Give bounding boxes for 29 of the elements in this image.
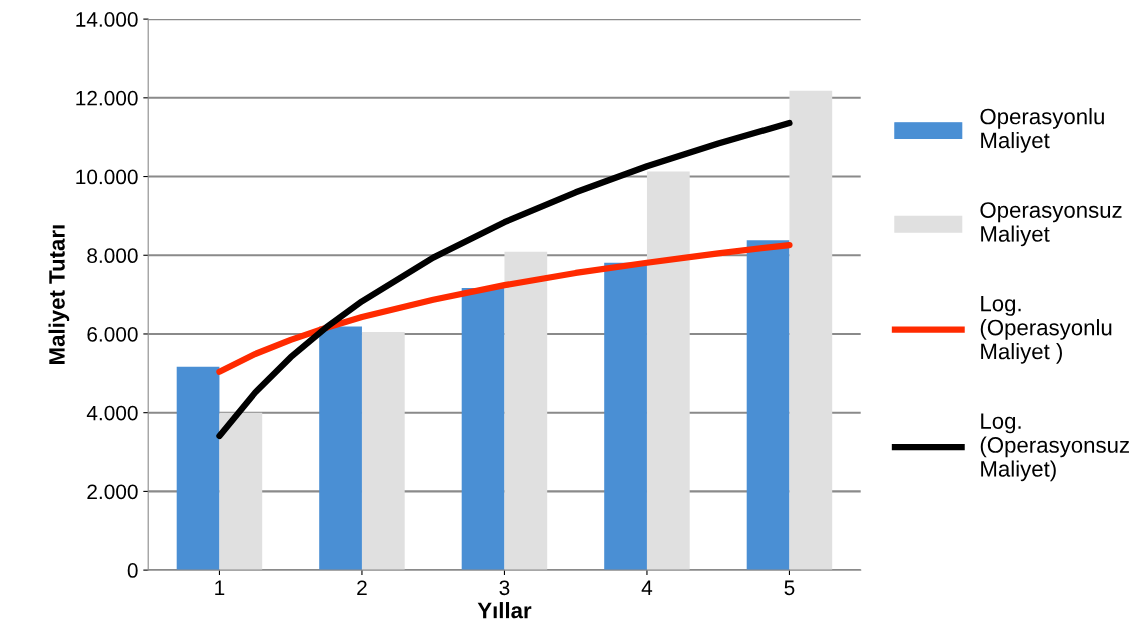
legend-label: Log. (Operasyonlu Maliyet ) bbox=[980, 295, 1112, 364]
bar bbox=[219, 412, 263, 571]
x-axis-title: Yıllar bbox=[477, 602, 532, 619]
bar bbox=[319, 326, 362, 571]
bar bbox=[646, 171, 690, 571]
y-tick-label: 8.000 bbox=[87, 248, 138, 264]
bar bbox=[604, 262, 647, 571]
bar bbox=[789, 90, 833, 571]
y-tick-label: 4.000 bbox=[86, 405, 138, 421]
legend-label: Log. (Operasyonsuz Maliyet) bbox=[980, 413, 1129, 482]
bar bbox=[361, 332, 405, 571]
bar bbox=[176, 366, 220, 571]
y-tick-label: 14.000 bbox=[76, 12, 138, 27]
x-tick-label: 5 bbox=[784, 580, 795, 596]
bar bbox=[461, 287, 505, 571]
x-tick-label: 4 bbox=[641, 580, 653, 595]
x-tick-label: 3 bbox=[499, 580, 510, 596]
bar bbox=[746, 240, 790, 571]
y-tick-label: 10.000 bbox=[76, 169, 138, 185]
y-tick-label: 6.000 bbox=[87, 326, 138, 342]
legend-label: Operasyonsuz Maliyet bbox=[980, 202, 1122, 247]
y-tick-label: 2.000 bbox=[87, 484, 138, 500]
y-tick-label: 12.000 bbox=[76, 90, 138, 106]
y-axis-title: Maliyet Tutarı bbox=[48, 225, 70, 364]
legend-label: Operasyonlu Maliyet bbox=[980, 108, 1104, 153]
bar bbox=[504, 251, 548, 571]
y-tick-label: 0 bbox=[127, 563, 138, 578]
x-tick-label: 2 bbox=[357, 580, 367, 595]
x-tick-label: 1 bbox=[215, 580, 225, 595]
